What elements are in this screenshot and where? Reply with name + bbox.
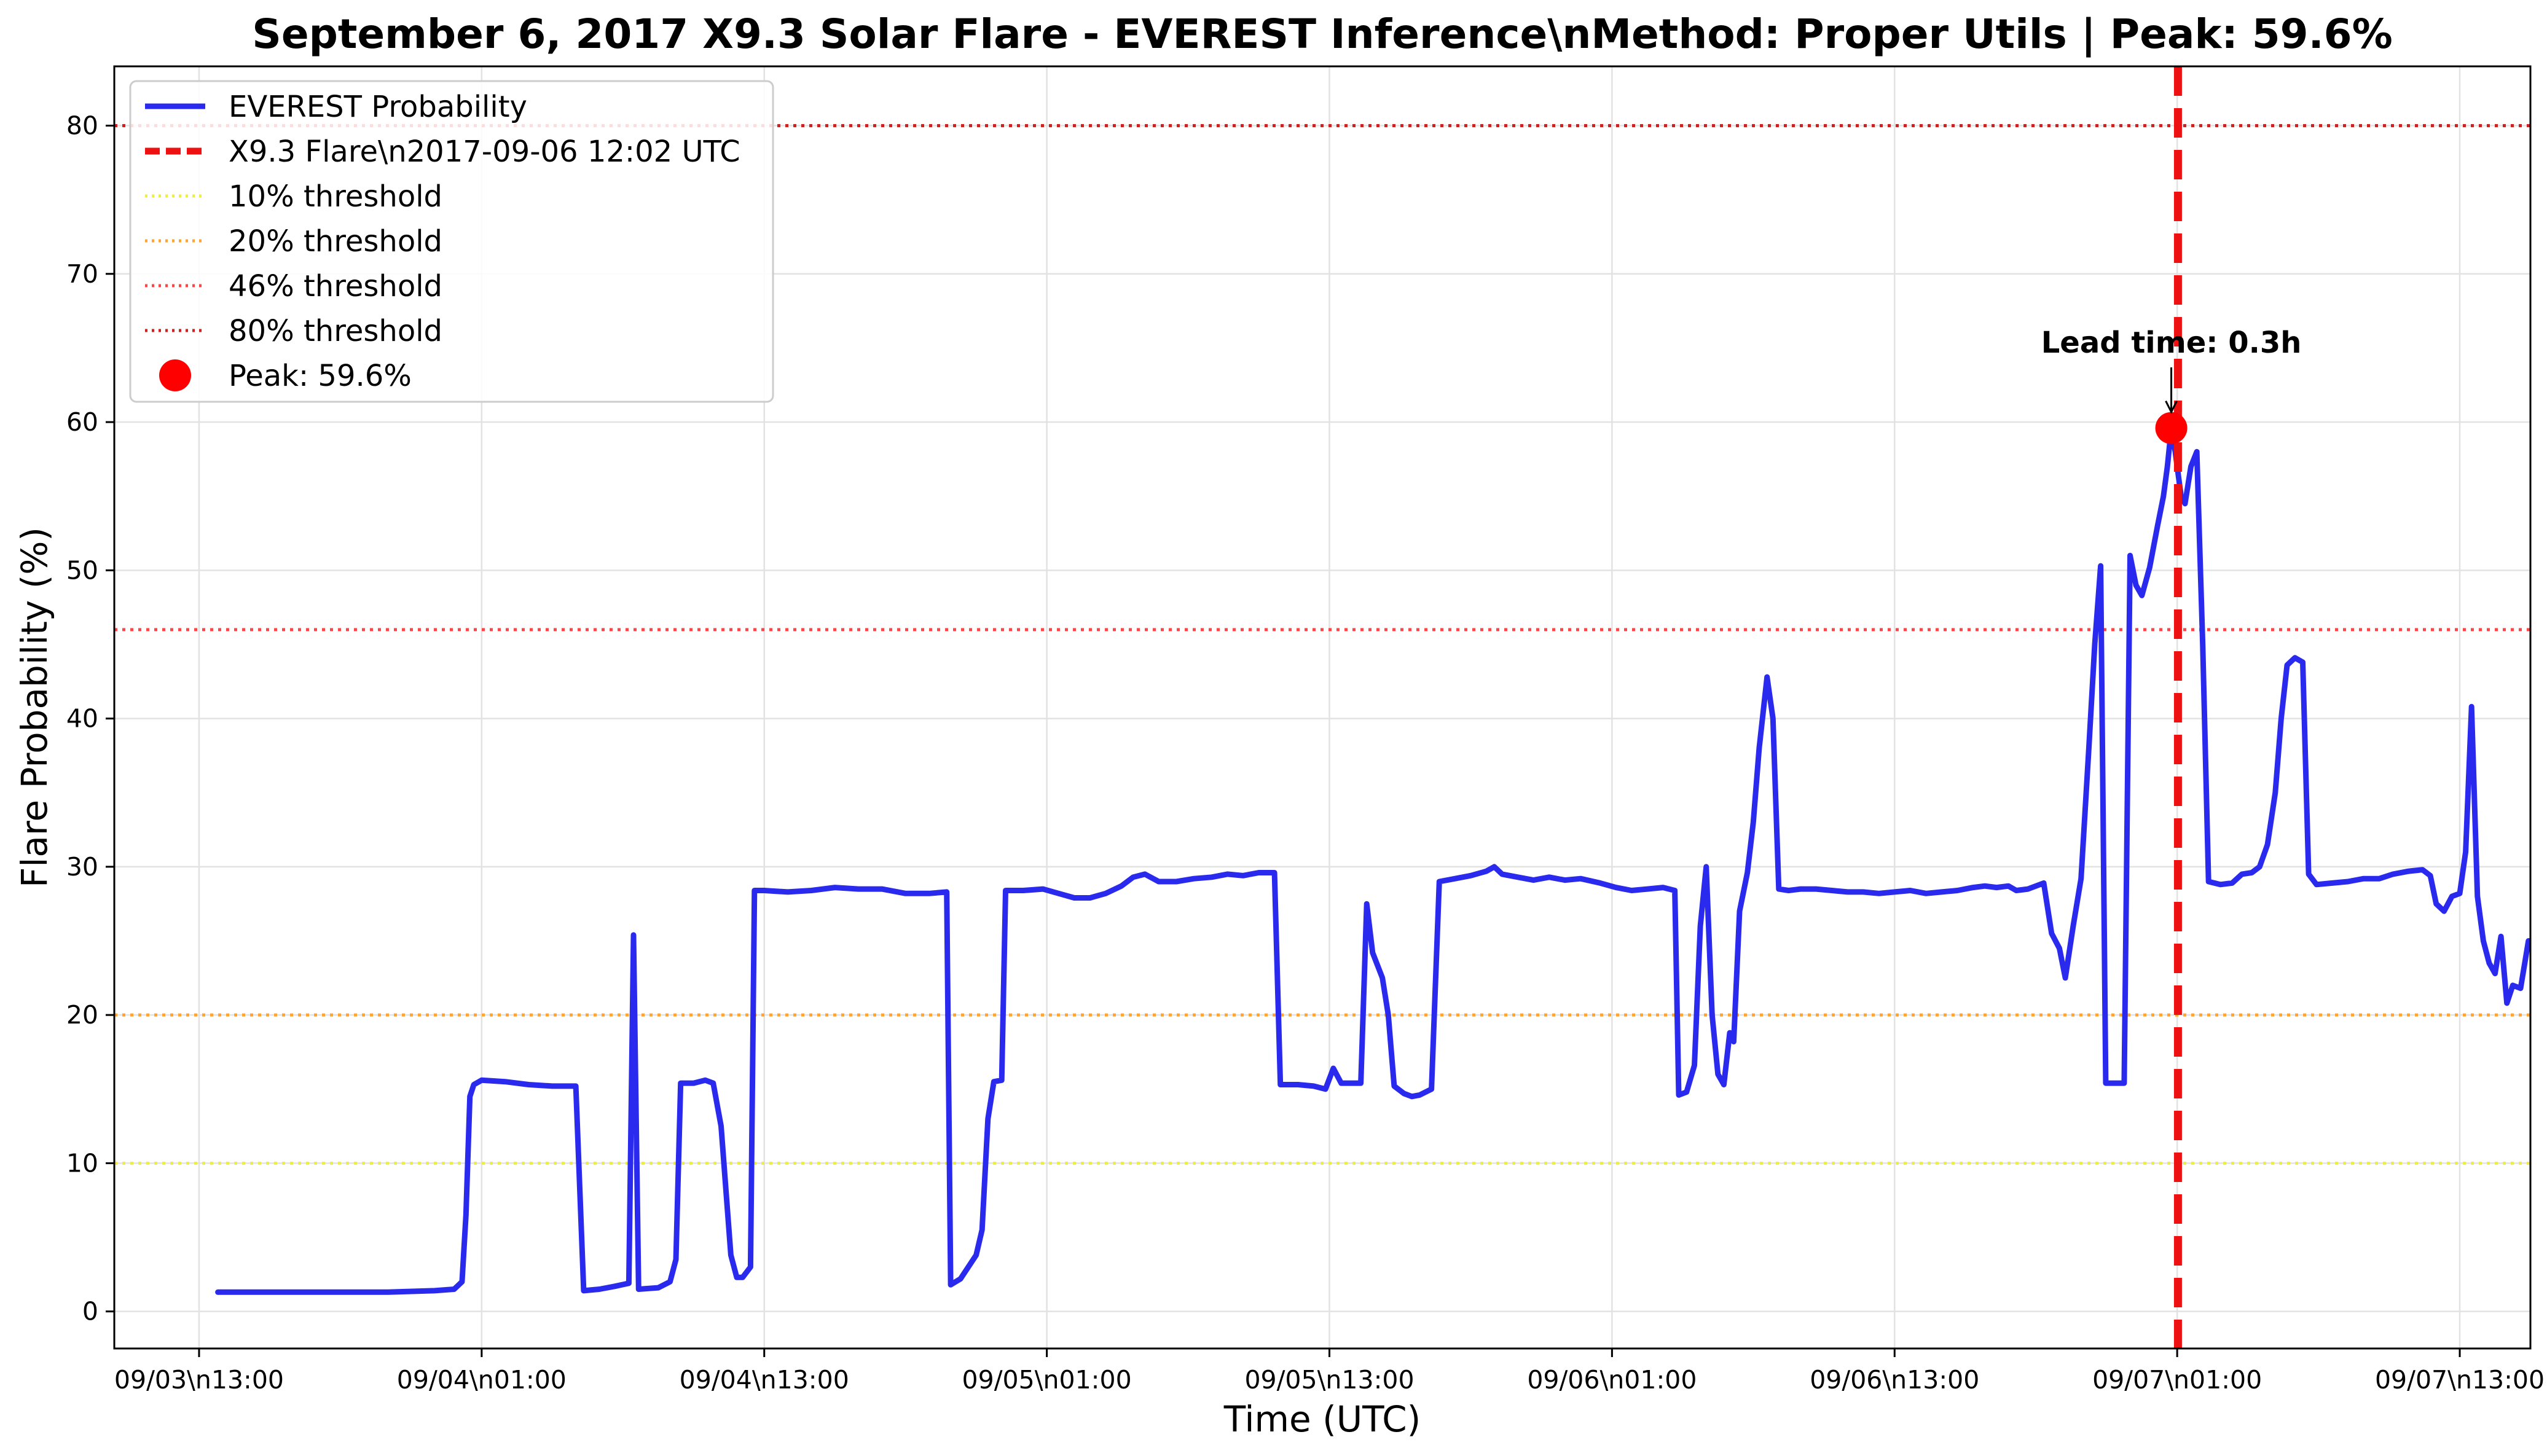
x-tick-label: 09/05\n01:00: [962, 1365, 1132, 1395]
x-axis-label: Time (UTC): [1223, 1398, 1421, 1440]
legend-entry-everest-probability-label: EVEREST Probability: [229, 90, 527, 124]
x-axis-ticks: 09/03\n13:00 09/04\n01:00 09/04\n13:00 09/0…: [114, 1348, 2545, 1395]
legend-entry-threshold-80-label: 80% threshold: [229, 314, 442, 348]
lead-time-annotation: Lead time: 0.3h: [2041, 326, 2302, 360]
x-tick-label: 09/07\n01:00: [2092, 1365, 2262, 1395]
x-tick-label: 09/03\n13:00: [114, 1365, 284, 1395]
legend-entry-threshold-20-label: 20% threshold: [229, 224, 442, 259]
legend-entry-threshold-10-label: 10% threshold: [229, 179, 442, 214]
y-tick-label: 60: [66, 407, 98, 437]
y-tick-label: 70: [66, 259, 98, 289]
y-tick-label: 0: [82, 1297, 98, 1326]
axis-labels: Time (UTC) Flare Probability (%): [14, 527, 1421, 1440]
legend-entry-flare-line-label: X9.3 Flare\n2017-09-06 12:02 UTC: [229, 135, 740, 169]
legend-entry-peak-swatch: [159, 359, 191, 391]
legend-entry-peak-label: Peak: 59.6%: [229, 359, 412, 393]
y-tick-label: 40: [66, 704, 98, 734]
peak-marker: [2155, 412, 2188, 444]
x-tick-label: 09/04\n13:00: [680, 1365, 849, 1395]
y-axis-label: Flare Probability (%): [14, 527, 55, 888]
annotation-arrow-head: [2165, 401, 2178, 415]
x-tick-label: 09/05\n13:00: [1244, 1365, 1414, 1395]
legend-box: [129, 80, 774, 403]
y-axis-ticks: 0 10 20 30 40 50 60 70 80: [66, 111, 114, 1326]
legend: EVEREST Probability X9.3 Flare\n2017-09-0…: [129, 80, 774, 403]
legend-entry-threshold-46-label: 46% threshold: [229, 269, 442, 303]
plot-area-border: [113, 65, 2532, 1350]
y-tick-label: 50: [66, 555, 98, 585]
x-tick-label: 09/06\n01:00: [1527, 1365, 1697, 1395]
y-tick-label: 10: [66, 1148, 98, 1178]
y-tick-label: 20: [66, 1000, 98, 1030]
x-tick-label: 09/06\n13:00: [1810, 1365, 1979, 1395]
y-tick-label: 30: [66, 852, 98, 882]
plot-frame: [113, 65, 2532, 1350]
series-line-everest-probability: [215, 425, 2532, 1295]
x-tick-label: 09/07\n13:00: [2375, 1365, 2545, 1395]
y-tick-label: 80: [66, 111, 98, 141]
series-lines: [215, 425, 2532, 1295]
x-tick-label: 09/04\n01:00: [397, 1365, 567, 1395]
chart-title-group: September 6, 2017 X9.3 Solar Flare - EVE…: [252, 10, 2392, 58]
chart-title: September 6, 2017 X9.3 Solar Flare - EVE…: [252, 10, 2392, 58]
peak-marker-group: Lead time: 0.3h: [2041, 326, 2302, 444]
